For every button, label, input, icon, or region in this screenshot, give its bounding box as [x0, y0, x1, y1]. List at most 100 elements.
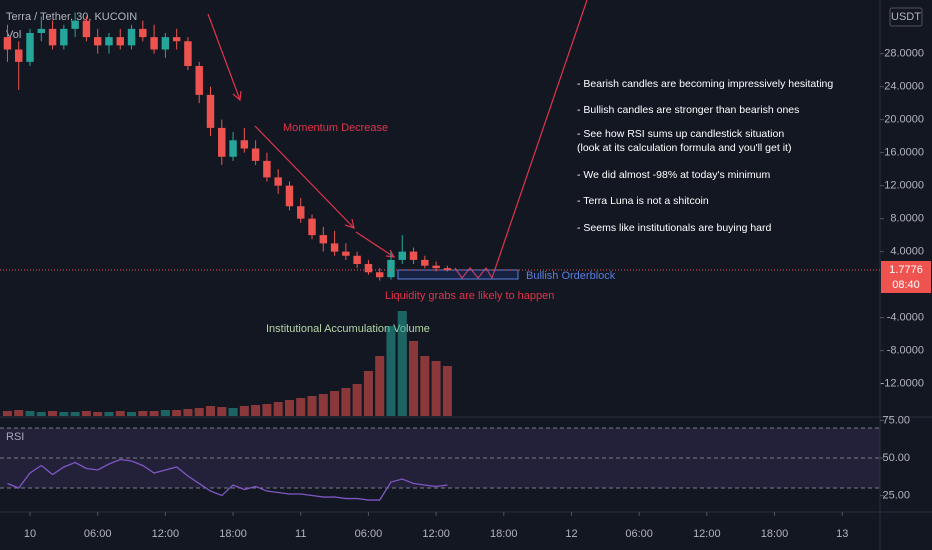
candle-body	[15, 49, 23, 62]
volume-bar	[160, 410, 170, 416]
volume-bar	[183, 409, 193, 416]
annotation: Liquidity grabs are likely to happen	[385, 290, 554, 302]
volume-bar	[307, 396, 317, 416]
x-tick-label: 18:00	[490, 528, 518, 540]
volume-bar	[273, 402, 283, 416]
candle-body	[161, 37, 170, 50]
candle-body	[375, 272, 384, 278]
candle-body	[93, 37, 102, 46]
volume-bar	[409, 341, 419, 416]
volume-bar	[217, 407, 227, 416]
candle-body	[206, 94, 215, 128]
volume-bar	[93, 412, 103, 416]
candle-body	[139, 28, 147, 38]
x-tick-label: 11	[295, 528, 306, 540]
volume-bar	[284, 400, 294, 416]
currency: USDT	[891, 11, 921, 23]
candle-body	[105, 37, 113, 46]
candle-body	[127, 28, 136, 46]
volume-bar	[172, 410, 182, 416]
drawings	[207, 0, 588, 280]
volume-bar	[36, 412, 46, 416]
rsi-tick-label: 25.00	[882, 489, 910, 501]
annotation: Bullish Orderblock	[526, 270, 616, 282]
volume-bar	[318, 394, 328, 416]
volume-bar	[205, 406, 216, 416]
volume-bar	[239, 406, 249, 416]
volume-bar	[330, 391, 340, 416]
note: - See how RSI sums up candlestick situat…	[577, 128, 784, 140]
candle-body	[184, 41, 192, 67]
candle-body	[218, 127, 226, 157]
x-tick-label: 18:00	[761, 528, 789, 540]
y-tick-label: 12.0000	[884, 180, 924, 192]
symbol-title: Terra / Tether, 30, KUCOIN	[6, 11, 137, 23]
arrow-head	[344, 218, 355, 229]
volume-bar	[25, 411, 35, 416]
candle-body	[71, 20, 79, 29]
candle-body	[251, 148, 260, 161]
volume-bar	[14, 410, 24, 416]
volume-bar	[138, 411, 148, 416]
candle-body	[409, 251, 418, 260]
volume-bar	[442, 366, 452, 416]
volume-bar	[48, 411, 58, 416]
arrow-head	[232, 90, 242, 102]
y-tick-label: 28.0000	[884, 48, 924, 60]
volume-bar	[2, 411, 12, 416]
volume-bar	[386, 326, 396, 416]
candle-body	[263, 160, 271, 178]
candle-body	[60, 28, 68, 46]
y-tick-label: 16.0000	[884, 147, 924, 159]
candle-body	[3, 37, 12, 50]
x-tick-label: 10	[24, 528, 36, 540]
volume-bar	[352, 384, 362, 416]
candle-body	[308, 218, 316, 236]
volume-bar	[431, 361, 441, 416]
candle-body	[364, 264, 373, 273]
candle-body	[330, 243, 339, 252]
y-tick-label: -12.0000	[881, 378, 924, 390]
note: - We did almost -98% at today's minimum	[577, 169, 770, 181]
candle-body	[116, 37, 124, 46]
note: - Bearish candles are becoming impressiv…	[577, 78, 833, 90]
volume-bar	[296, 398, 306, 416]
x-tick-label: 12	[565, 528, 577, 540]
candle-body	[172, 37, 181, 42]
price-badge	[881, 260, 931, 293]
arrow	[254, 125, 355, 229]
note: - Seems like institutionals are buying h…	[577, 222, 772, 234]
candle-body	[229, 140, 237, 157]
volume-bar	[363, 371, 373, 416]
y-tick-label: 24.0000	[884, 81, 924, 93]
volume-bar	[115, 411, 125, 416]
rsi-tick-label: 50.00	[882, 452, 910, 464]
candle-body	[26, 33, 34, 62]
arrow	[207, 13, 241, 101]
candle-body	[421, 259, 429, 266]
rsi-band	[0, 427, 880, 489]
annotation: Momentum Decrease	[283, 122, 388, 134]
x-tick-label: 18:00	[219, 528, 247, 540]
volume-bar	[127, 412, 137, 416]
x-tick-label: 06:00	[355, 528, 383, 540]
currency-badge[interactable]	[889, 7, 923, 27]
candle-body	[432, 265, 440, 269]
candle-body	[48, 28, 57, 46]
candle-body	[285, 185, 294, 207]
candle-body	[319, 235, 328, 244]
x-tick-label: 06:00	[84, 528, 112, 540]
volume-bar	[81, 411, 91, 416]
volume-bar	[251, 405, 261, 416]
note: - Bullish candles are stronger than bear…	[577, 104, 799, 116]
candle-body	[387, 259, 395, 278]
note: (look at its calculation formula and you…	[577, 142, 791, 154]
candle-body	[37, 28, 46, 34]
candle-body	[443, 268, 452, 270]
rsi-label: RSI	[6, 431, 24, 443]
orderblock-box	[397, 269, 519, 280]
volume-bar	[341, 388, 351, 416]
x-tick-label: 06:00	[625, 528, 653, 540]
